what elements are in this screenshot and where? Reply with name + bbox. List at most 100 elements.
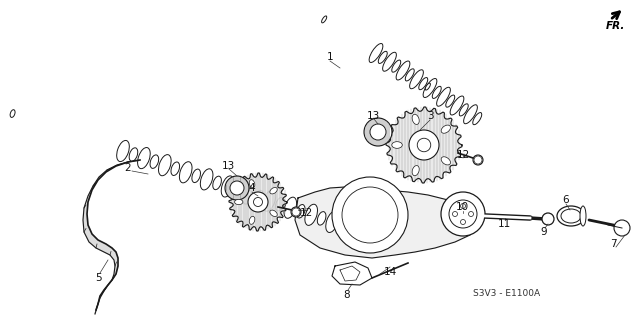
Ellipse shape <box>296 204 305 218</box>
Ellipse shape <box>305 204 317 225</box>
Circle shape <box>292 208 300 216</box>
Ellipse shape <box>410 70 424 89</box>
Ellipse shape <box>138 148 150 169</box>
Ellipse shape <box>463 105 477 124</box>
Ellipse shape <box>561 209 581 223</box>
Text: 12: 12 <box>300 208 312 218</box>
Ellipse shape <box>234 183 243 197</box>
Ellipse shape <box>263 190 276 211</box>
Circle shape <box>342 187 398 243</box>
Ellipse shape <box>473 155 483 165</box>
Text: 9: 9 <box>541 227 547 237</box>
Ellipse shape <box>179 162 192 183</box>
Text: 6: 6 <box>563 195 570 205</box>
Ellipse shape <box>270 210 277 217</box>
Ellipse shape <box>392 60 401 72</box>
Ellipse shape <box>317 212 326 225</box>
Ellipse shape <box>441 157 451 165</box>
Ellipse shape <box>10 110 15 117</box>
Text: 14: 14 <box>383 267 397 277</box>
Ellipse shape <box>446 95 455 107</box>
Circle shape <box>474 156 482 164</box>
Text: S3V3 - E1100A: S3V3 - E1100A <box>474 289 541 298</box>
Text: 12: 12 <box>456 150 470 160</box>
Ellipse shape <box>276 197 284 211</box>
Ellipse shape <box>116 140 129 162</box>
Ellipse shape <box>392 142 403 148</box>
Ellipse shape <box>192 169 200 183</box>
Ellipse shape <box>326 211 339 232</box>
Circle shape <box>452 212 458 217</box>
Polygon shape <box>332 262 372 285</box>
Ellipse shape <box>396 61 410 80</box>
Ellipse shape <box>321 16 327 23</box>
Text: 4: 4 <box>249 183 255 193</box>
Ellipse shape <box>369 44 383 62</box>
Circle shape <box>225 176 249 200</box>
Text: 5: 5 <box>95 273 101 283</box>
Ellipse shape <box>235 199 243 204</box>
Ellipse shape <box>200 169 213 190</box>
Text: 7: 7 <box>610 239 616 249</box>
Circle shape <box>441 192 485 236</box>
Ellipse shape <box>419 77 428 90</box>
Text: 11: 11 <box>497 219 511 229</box>
Ellipse shape <box>423 78 437 98</box>
Circle shape <box>461 220 465 225</box>
Text: 10: 10 <box>456 202 468 212</box>
Ellipse shape <box>412 114 419 124</box>
Polygon shape <box>229 173 287 231</box>
Circle shape <box>248 192 268 212</box>
Ellipse shape <box>378 51 387 63</box>
Ellipse shape <box>405 69 414 81</box>
Ellipse shape <box>270 188 277 194</box>
Text: FR.: FR. <box>606 21 625 31</box>
Ellipse shape <box>557 206 585 226</box>
Text: 3: 3 <box>427 111 433 121</box>
Text: 1: 1 <box>326 52 333 62</box>
Polygon shape <box>386 107 462 183</box>
Polygon shape <box>83 160 140 314</box>
Ellipse shape <box>383 52 396 71</box>
Ellipse shape <box>339 219 347 232</box>
Circle shape <box>417 138 431 152</box>
Text: 13: 13 <box>366 111 380 121</box>
Ellipse shape <box>159 155 171 176</box>
Circle shape <box>332 177 408 253</box>
Ellipse shape <box>284 197 296 218</box>
Ellipse shape <box>255 190 263 204</box>
Polygon shape <box>295 187 475 258</box>
Ellipse shape <box>441 125 451 133</box>
Ellipse shape <box>291 207 301 217</box>
Ellipse shape <box>249 216 255 224</box>
Text: 8: 8 <box>344 290 350 300</box>
Circle shape <box>364 118 392 146</box>
Circle shape <box>409 130 439 160</box>
Ellipse shape <box>580 206 586 226</box>
Circle shape <box>461 204 465 209</box>
Circle shape <box>542 213 554 225</box>
Circle shape <box>614 220 630 236</box>
Ellipse shape <box>432 86 441 99</box>
Ellipse shape <box>221 176 234 197</box>
Ellipse shape <box>436 87 451 106</box>
Text: 13: 13 <box>221 161 235 171</box>
Ellipse shape <box>425 83 431 90</box>
Ellipse shape <box>473 113 482 125</box>
Text: 2: 2 <box>125 163 131 173</box>
Ellipse shape <box>412 165 419 176</box>
Ellipse shape <box>450 96 464 115</box>
Ellipse shape <box>249 180 255 188</box>
Ellipse shape <box>460 104 468 116</box>
Ellipse shape <box>231 185 236 192</box>
Circle shape <box>449 200 477 228</box>
Ellipse shape <box>212 176 221 190</box>
Circle shape <box>253 197 262 206</box>
Circle shape <box>370 124 386 140</box>
Ellipse shape <box>129 148 138 161</box>
Circle shape <box>230 181 244 195</box>
Circle shape <box>468 212 474 217</box>
Ellipse shape <box>242 183 255 204</box>
Ellipse shape <box>171 162 180 175</box>
Ellipse shape <box>150 155 159 168</box>
